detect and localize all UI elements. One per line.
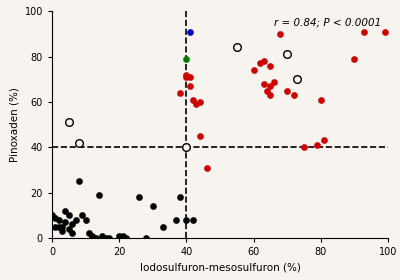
X-axis label: Iodosulfuron-mesosulfuron (%): Iodosulfuron-mesosulfuron (%) — [140, 263, 300, 273]
Y-axis label: Pinoxaden (%): Pinoxaden (%) — [9, 87, 19, 162]
Text: r = 0.84; P < 0.0001: r = 0.84; P < 0.0001 — [274, 18, 381, 28]
